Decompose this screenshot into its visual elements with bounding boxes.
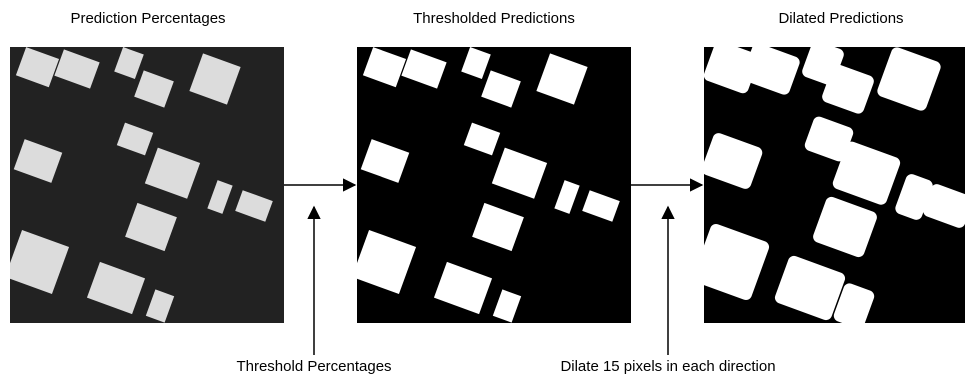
threshold-image [352, 47, 631, 323]
dilated-image [699, 47, 965, 323]
panel-title: Dilated Predictions [778, 10, 903, 27]
step-label: Threshold Percentages [236, 358, 391, 375]
diagram: Prediction Percentages Thresholded Predi… [0, 0, 965, 376]
panel-title: Thresholded Predictions [413, 10, 575, 27]
panel-title: Prediction Percentages [70, 10, 225, 27]
step-label: Dilate 15 pixels in each direction [560, 358, 775, 375]
prediction-image [5, 47, 284, 323]
